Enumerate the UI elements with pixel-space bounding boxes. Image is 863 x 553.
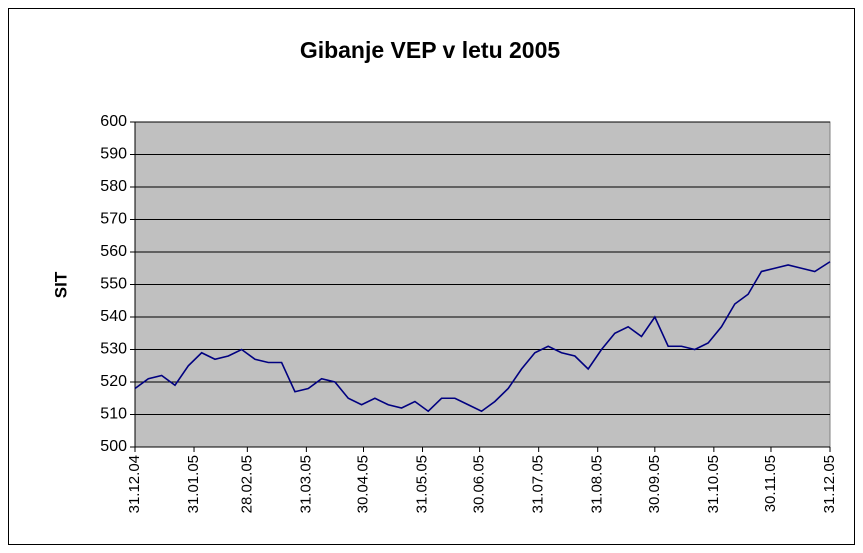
y-tick-label: 600 xyxy=(100,113,127,130)
x-tick-label: 30.04.05 xyxy=(354,455,371,513)
x-tick-label: 31.08.05 xyxy=(589,455,606,513)
y-tick-label: 530 xyxy=(100,341,127,358)
x-tick-label: 31.10.05 xyxy=(705,455,722,513)
y-tick-label: 580 xyxy=(100,178,127,195)
x-tick-label: 28.02.05 xyxy=(238,455,255,513)
x-tick-label: 31.01.05 xyxy=(185,455,202,513)
x-tick-label: 30.11.05 xyxy=(762,455,779,512)
x-tick-label: 31.05.05 xyxy=(413,455,430,513)
y-tick-label: 540 xyxy=(100,308,127,325)
x-tick-label: 31.03.05 xyxy=(297,455,314,513)
y-tick-label: 560 xyxy=(100,243,127,260)
x-tick-label: 30.09.05 xyxy=(646,455,663,513)
y-tick-label: 510 xyxy=(100,406,127,423)
y-tick-label: 500 xyxy=(100,438,127,455)
y-axis-label: SIT xyxy=(51,271,70,298)
y-tick-label: 520 xyxy=(100,373,127,390)
y-tick-label: 590 xyxy=(100,146,127,163)
chart-title: Gibanje VEP v letu 2005 xyxy=(300,37,561,63)
x-tick-label: 31.12.04 xyxy=(126,455,143,513)
x-tick-label: 31.07.05 xyxy=(530,455,547,513)
y-tick-label: 570 xyxy=(100,211,127,228)
y-tick-label: 550 xyxy=(100,276,127,293)
x-tick-label: 31.12.05 xyxy=(821,455,838,513)
x-tick-label: 30.06.05 xyxy=(471,455,488,513)
data-line xyxy=(134,261,831,413)
